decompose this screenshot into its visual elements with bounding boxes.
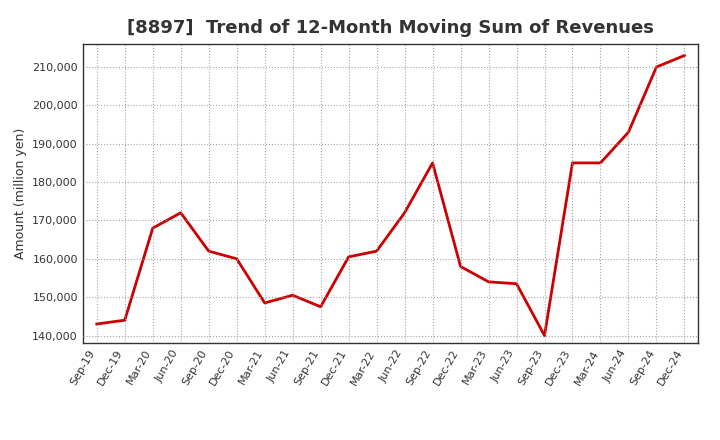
Y-axis label: Amount (million yen): Amount (million yen) (14, 128, 27, 259)
Title: [8897]  Trend of 12-Month Moving Sum of Revenues: [8897] Trend of 12-Month Moving Sum of R… (127, 19, 654, 37)
